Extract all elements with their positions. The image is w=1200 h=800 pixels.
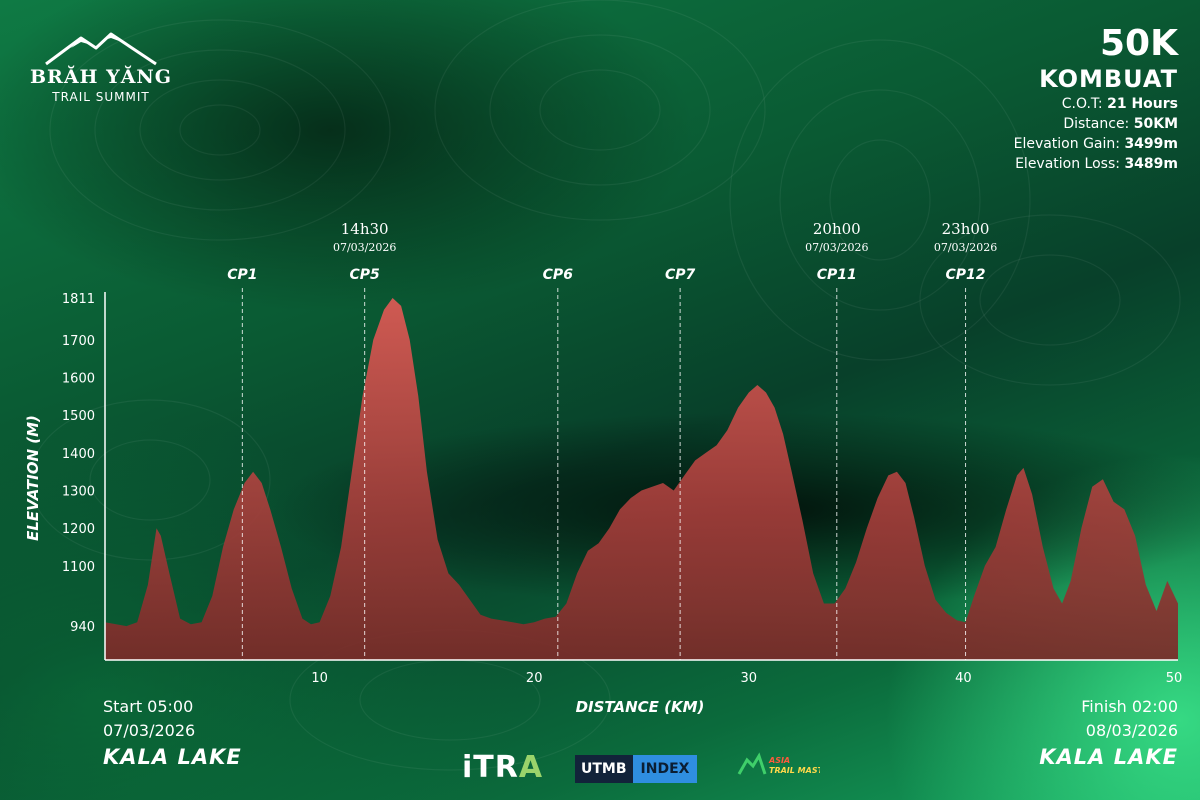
start-info: Start 05:00 07/03/2026 KALA LAKE: [103, 695, 242, 769]
finish-date: 08/03/2026: [1085, 721, 1178, 740]
checkpoint-time: 14h30: [341, 220, 389, 238]
race-name: KOMBUAT: [1039, 65, 1178, 93]
x-tick-label: 20: [526, 671, 543, 686]
stat-elevation-loss: Elevation Loss: 3489m: [1015, 156, 1178, 172]
checkpoint-label: CP12: [946, 267, 986, 283]
race-info: 50K KOMBUAT C.O.T: 21 Hours Distance: 50…: [1014, 24, 1178, 174]
checkpoint-label: CP1: [227, 267, 257, 283]
stat-distance: Distance: 50KM: [1063, 116, 1178, 132]
finish-info: Finish 02:00 08/03/2026 KALA LAKE: [1039, 695, 1178, 769]
y-tick-label: 1500: [62, 409, 95, 424]
checkpoint-label: CP5: [350, 267, 381, 283]
y-tick-label: 940: [70, 620, 95, 635]
x-axis-label: DISTANCE (KM): [576, 698, 705, 716]
y-tick-label: 1200: [62, 522, 95, 537]
y-tick-label: 1100: [62, 560, 95, 575]
x-tick-label: 30: [741, 671, 758, 686]
stat-elevation-gain: Elevation Gain: 3499m: [1013, 136, 1178, 152]
svg-text:ASIA: ASIA: [768, 756, 790, 765]
x-tick-labels: 10 20 30 40 50: [311, 671, 1182, 686]
x-tick-label: 40: [955, 671, 972, 686]
y-tick-label: 1300: [62, 484, 95, 499]
checkpoint-label: CP6: [543, 267, 574, 283]
checkpoint-label: CP11: [817, 267, 857, 283]
mountain-icon: [45, 32, 157, 66]
utmb-index-logo: UTMB INDEX: [575, 755, 698, 783]
checkpoint-layer: CP1 CP5 14h30 07/03/2026 CP6 CP7 CP11 20h00 07/0…: [227, 220, 997, 660]
stat-cot: C.O.T: 21 Hours: [1061, 96, 1178, 112]
y-tick-label: 1400: [62, 447, 95, 462]
itra-logo: iTRA: [462, 750, 544, 785]
logo-name: BRĂH YĂNG: [29, 66, 173, 88]
checkpoint-time: 20h00: [813, 220, 861, 238]
y-axis-label: ELEVATION (M): [24, 415, 42, 541]
finish-time: Finish 02:00: [1081, 697, 1178, 716]
elevation-area: [105, 298, 1178, 660]
svg-text:TRAIL MASTER: TRAIL MASTER: [769, 766, 820, 775]
x-tick-label: 10: [311, 671, 328, 686]
x-tick-label: 50: [1166, 671, 1183, 686]
y-tick-label: 1600: [62, 371, 95, 386]
start-time: Start 05:00: [103, 697, 194, 716]
asia-trail-master-logo: ASIA TRAIL MASTER: [737, 752, 820, 775]
y-tick-labels: 940 1100 1200 1300 1400 1500 1600 1700 1811: [62, 292, 95, 635]
y-tick-label: 1700: [62, 334, 95, 349]
checkpoint-label: CP7: [665, 267, 696, 283]
checkpoint-date: 07/03/2026: [333, 241, 396, 254]
checkpoint-time: 23h00: [942, 220, 990, 238]
finish-place: KALA LAKE: [1039, 745, 1178, 769]
y-tick-label: 1811: [62, 292, 95, 307]
race-distance-title: 50K: [1100, 23, 1178, 64]
start-date: 07/03/2026: [103, 721, 196, 740]
event-logo: BRĂH YĂNG TRAIL SUMMIT: [26, 28, 176, 108]
checkpoint-date: 07/03/2026: [805, 241, 868, 254]
checkpoint-date: 07/03/2026: [934, 241, 997, 254]
start-place: KALA LAKE: [103, 745, 242, 769]
logo-subtitle: TRAIL SUMMIT: [52, 90, 150, 104]
